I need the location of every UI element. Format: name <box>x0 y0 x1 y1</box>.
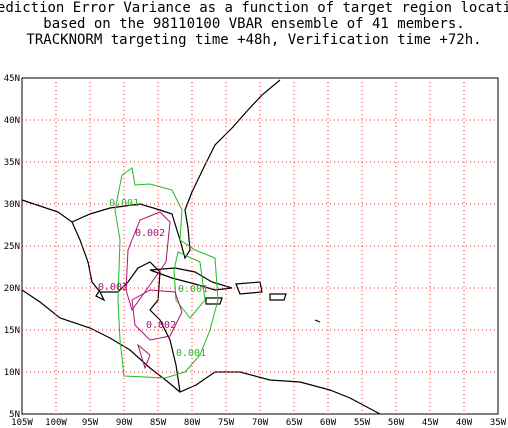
title-line: based on the 98110100 VBAR ensemble of 4… <box>43 16 464 32</box>
contours <box>114 167 219 379</box>
x-tick-label: 55W <box>354 418 371 428</box>
title-line: Prediction Error Variance as a function … <box>0 0 508 16</box>
x-tick-label: 35W <box>490 418 507 428</box>
x-tick-label: 90W <box>116 418 133 428</box>
x-tick-label: 85W <box>150 418 167 428</box>
y-tick-label: 10N <box>4 368 20 378</box>
contour-label: 0.001 <box>176 348 206 359</box>
coastlines <box>21 79 381 415</box>
contour-label: 0.002 <box>98 282 128 293</box>
y-tick-label: 45N <box>4 74 20 84</box>
x-tick-label: 70W <box>252 418 269 428</box>
x-tick-label: 80W <box>184 418 201 428</box>
contour-label: 0.002 <box>135 228 165 239</box>
contour-label: 0.002 <box>146 320 176 331</box>
x-tick-label: 100W <box>45 418 67 428</box>
x-tick-label: 45W <box>422 418 439 428</box>
y-tick-label: 25N <box>4 242 20 252</box>
y-tick-label: 15N <box>4 326 20 336</box>
x-tick-label: 75W <box>218 418 235 428</box>
x-tick-label: 40W <box>456 418 473 428</box>
y-tick-label: 35N <box>4 158 20 168</box>
y-tick-label: 20N <box>4 284 20 294</box>
contour-label: 0.001 <box>109 198 139 209</box>
x-tick-label: 65W <box>286 418 303 428</box>
y-tick-label: 5N <box>9 410 20 420</box>
x-tick-label: 60W <box>320 418 337 428</box>
x-tick-label: 105W <box>11 418 33 428</box>
contour-label: 0.001 <box>178 284 208 295</box>
title-line: TRACKNORM targeting time +48h, Verificat… <box>26 32 481 48</box>
y-tick-label: 40N <box>4 116 20 126</box>
x-tick-label: 95W <box>82 418 99 428</box>
x-tick-label: 50W <box>388 418 405 428</box>
y-tick-label: 30N <box>4 200 20 210</box>
